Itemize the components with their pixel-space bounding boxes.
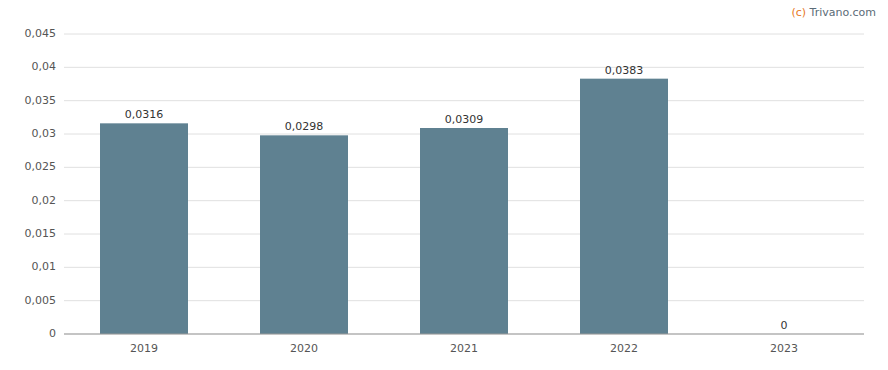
y-tick-label: 0,025 bbox=[25, 160, 57, 173]
grid bbox=[64, 34, 864, 334]
chart: 0 0,005 0,01 0,015 0,02 0,025 0,03 0,035 0,04 0,0… bbox=[0, 0, 888, 370]
data-label: 0,0383 bbox=[605, 64, 644, 77]
bar bbox=[260, 135, 348, 334]
y-tick-label: 0 bbox=[49, 327, 56, 340]
y-tick-label: 0,005 bbox=[25, 294, 57, 307]
y-axis: 0 0,005 0,01 0,015 0,02 0,025 0,03 0,035 0,04 0,0… bbox=[25, 27, 57, 340]
x-tick-label: 2022 bbox=[610, 342, 638, 355]
y-tick-label: 0,045 bbox=[25, 27, 57, 40]
bar bbox=[580, 79, 668, 334]
chart-container: 0 0,005 0,01 0,015 0,02 0,025 0,03 0,035 0,04 0,0… bbox=[0, 0, 888, 370]
data-label: 0,0298 bbox=[285, 120, 324, 133]
y-tick-label: 0,015 bbox=[25, 227, 57, 240]
x-tick-label: 2023 bbox=[770, 342, 798, 355]
watermark: (c) Trivano.com bbox=[791, 6, 876, 19]
x-tick-label: 2019 bbox=[130, 342, 158, 355]
grid-line bbox=[64, 334, 864, 335]
watermark-part: Trivano.com bbox=[806, 6, 876, 19]
x-tick-label: 2021 bbox=[450, 342, 478, 355]
y-tick-label: 0,03 bbox=[32, 127, 57, 140]
y-tick-label: 0,02 bbox=[32, 194, 57, 207]
watermark-part: (c) bbox=[791, 6, 806, 19]
bars bbox=[100, 79, 668, 334]
y-tick-label: 0,01 bbox=[32, 260, 57, 273]
grid-line bbox=[64, 34, 864, 35]
bar bbox=[420, 128, 508, 334]
data-labels: 0,0316 0,0298 0,0309 0,0383 0 bbox=[125, 64, 788, 332]
grid-line bbox=[64, 67, 864, 68]
data-label: 0,0316 bbox=[125, 108, 164, 121]
data-label: 0 bbox=[781, 319, 788, 332]
data-label: 0,0309 bbox=[445, 113, 484, 126]
x-axis: 2019 2020 2021 2022 2023 bbox=[64, 334, 864, 355]
bar bbox=[100, 123, 188, 334]
y-tick-label: 0,04 bbox=[32, 60, 57, 73]
y-tick-label: 0,035 bbox=[25, 94, 57, 107]
x-axis-line bbox=[64, 334, 864, 335]
x-tick-label: 2020 bbox=[290, 342, 318, 355]
grid-line bbox=[64, 100, 864, 101]
